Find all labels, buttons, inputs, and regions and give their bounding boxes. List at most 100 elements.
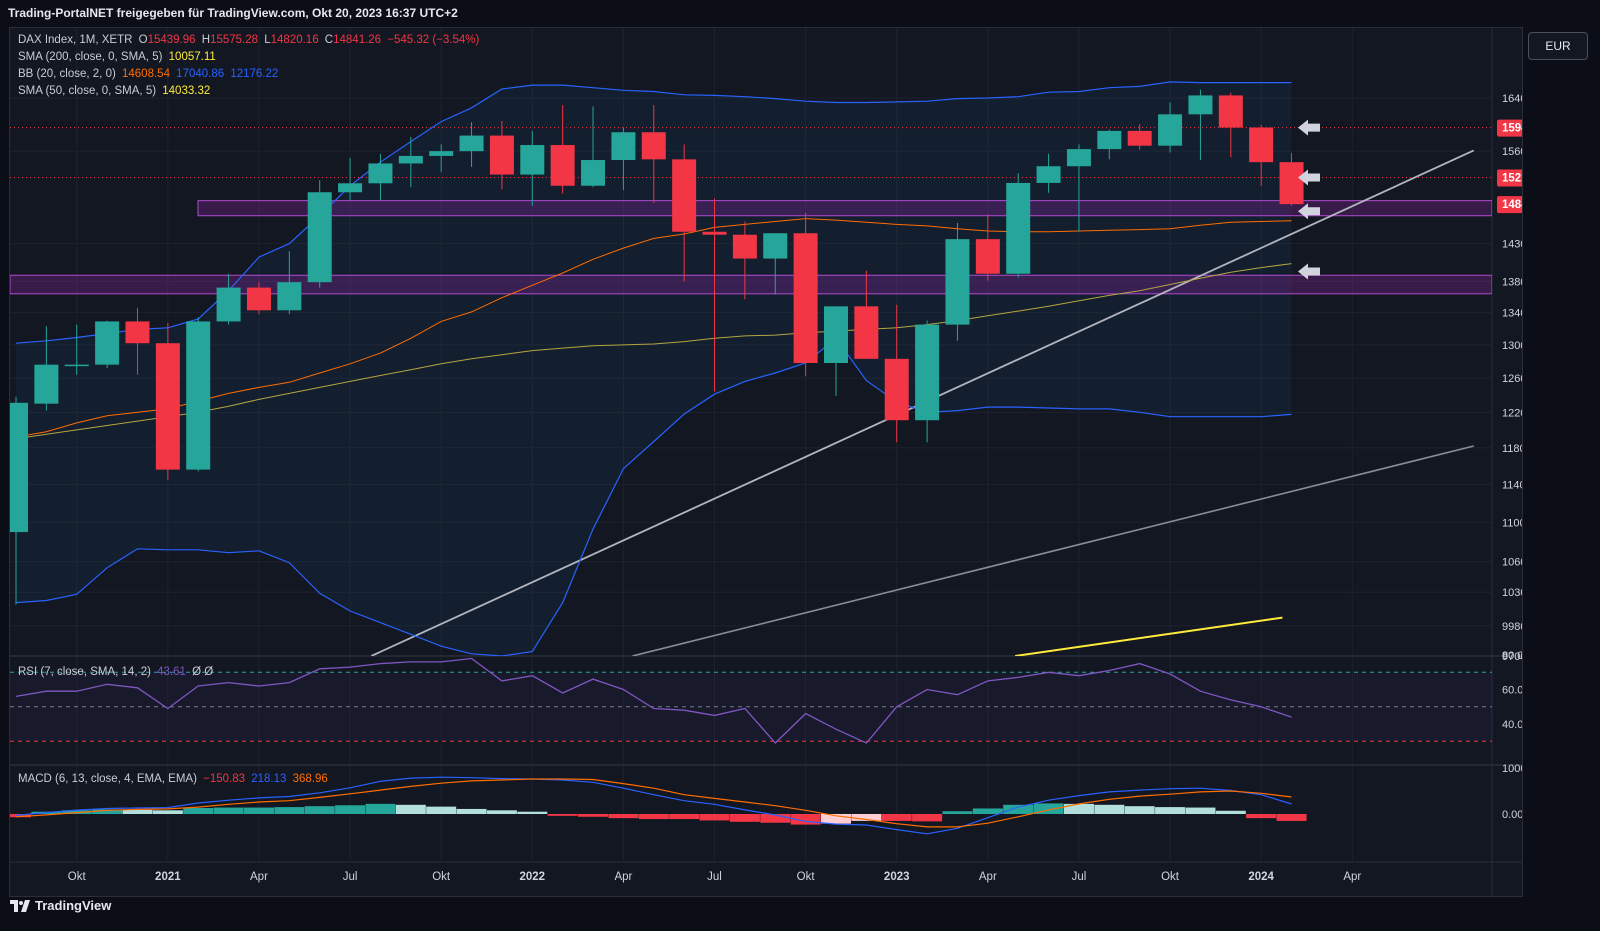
candle-body-7 — [216, 287, 241, 322]
time-tick-12: Jul — [1072, 871, 1087, 883]
candle-body-1 — [34, 364, 59, 404]
rsi-pane — [10, 657, 1492, 744]
macd-label: MACD (6, 13, close, 4, EMA, EMA) — [18, 773, 197, 785]
candle-body-31 — [945, 239, 970, 325]
macd-hist-bar-37 — [1124, 806, 1155, 814]
macd-line — [15, 776, 1292, 835]
trendline-3 — [1015, 616, 1283, 656]
ohlc-high: 15575.28 — [210, 34, 259, 46]
macd-hist-bar-29 — [881, 814, 912, 821]
candle-body-19 — [581, 160, 606, 186]
main-legend: DAX Index, 1M, XETR O15439.96 H15575.28 … — [18, 34, 482, 46]
macd-hist-bar-39 — [1185, 807, 1216, 814]
macd-hist-bar-30 — [912, 814, 943, 822]
sma200-legend: SMA (200, close, 0, SMA, 5) 10057.11 — [18, 51, 219, 63]
ohlc-high-label: H — [201, 34, 211, 46]
candle-body-11 — [338, 183, 363, 193]
support-zone-1 — [197, 200, 1492, 217]
ohlc-low: 14820.16 — [270, 34, 319, 46]
macd-hist-bar-19 — [578, 814, 609, 817]
macd-signal-line — [15, 778, 1292, 828]
footer-brand: TradingView — [35, 898, 112, 913]
candle-body-40 — [1218, 95, 1243, 128]
macd-hist-bar-33 — [1003, 804, 1034, 814]
macd-hist-bar-24 — [729, 814, 760, 822]
chart-frame: 16400.00 15600.00 14300.00 13800.00 13400.00… — [1, 27, 1557, 897]
candle-body-22 — [672, 159, 697, 232]
candle-body-34 — [1036, 166, 1061, 183]
candle-body-14 — [429, 151, 454, 156]
bb-basis-value: 14608.54 — [122, 68, 170, 80]
candle-body-35 — [1066, 149, 1091, 167]
macd-hist-bar-4 — [122, 809, 153, 814]
time-tick-13: Okt — [1161, 871, 1180, 883]
price-pane — [10, 81, 1492, 656]
price-tick-9: 11400.00 — [1502, 479, 1522, 491]
price-tick-6: 12600.00 — [1502, 373, 1522, 385]
sma50-label: SMA (50, close, 0, SMA, 5) — [18, 85, 157, 97]
ohlc-low-label: L — [264, 34, 271, 46]
sma50-legend: SMA (50, close, 0, SMA, 5) 14033.32 — [18, 85, 213, 97]
candle-body-25 — [763, 233, 788, 259]
tradingview-logo-icon — [10, 899, 30, 912]
rsi-tick-2: 40.00 — [1502, 719, 1522, 731]
price-tick-13: 9980.00 — [1502, 621, 1522, 633]
macd-hist-bar-23 — [699, 814, 730, 821]
macd-hist-bar-40 — [1215, 810, 1246, 814]
macd-hist-bar-16 — [486, 810, 517, 814]
ohlc-open: 15439.96 — [147, 34, 196, 46]
macd-hist-bar-18 — [547, 814, 578, 816]
macd-hist-bar-27 — [820, 814, 851, 824]
price-tick-4: 13400.00 — [1502, 308, 1522, 320]
time-tick-10: 2023 — [884, 871, 910, 883]
level-arrow-1 — [1298, 119, 1320, 136]
price-tick-2: 14300.00 — [1502, 239, 1522, 251]
price-label-3: 14841.26 — [1502, 199, 1522, 211]
candle-body-17 — [520, 145, 545, 175]
macd-hist-bar-25 — [760, 814, 791, 823]
candle-body-15 — [459, 135, 484, 152]
rsi-extra: Ø Ø — [192, 666, 214, 678]
price-tick-0: 16400.00 — [1502, 93, 1522, 105]
price-chart[interactable]: 16400.00 15600.00 14300.00 13800.00 13400.00… — [1, 28, 1557, 896]
trendline-2 — [632, 445, 1474, 656]
candle-body-37 — [1127, 130, 1152, 146]
sma200-value: 10057.11 — [168, 51, 216, 63]
price-tick-8: 11800.00 — [1502, 443, 1522, 455]
ohlc-close: 14841.26 — [333, 34, 382, 46]
price-label-1: 15948.69 — [1502, 123, 1522, 135]
price-tick-10: 11000.00 — [1502, 517, 1522, 529]
sma200-label: SMA (200, close, 0, SMA, 5) — [18, 51, 163, 63]
macd-hist-bar-10 — [304, 806, 335, 814]
tradingview-logo[interactable]: TradingView — [10, 898, 111, 913]
time-tick-7: Apr — [614, 871, 632, 883]
macd-tick-1: 0.00 — [1502, 809, 1522, 821]
macd-hist-bar-28 — [851, 814, 882, 821]
macd-hist-bar-22 — [669, 814, 700, 820]
time-tick-9: Okt — [797, 871, 816, 883]
level-arrow-4 — [1298, 263, 1320, 280]
candle-body-9 — [277, 282, 302, 311]
macd-hist-bar-36 — [1094, 804, 1125, 814]
macd-hist-bar-20 — [608, 814, 639, 819]
macd-hist-bar-0 — [1, 814, 31, 818]
sma50-line — [15, 263, 1292, 440]
rsi-label: RSI (7, close, SMA, 14, 2) — [18, 666, 151, 678]
macd-hist-bar-8 — [243, 807, 274, 814]
rsi-tick-1: 60.00 — [1502, 685, 1522, 697]
macd-hist-bar-34 — [1033, 803, 1064, 814]
candle-body-42 — [1279, 162, 1304, 205]
symbol-label: DAX Index, 1M, XETR — [18, 34, 133, 46]
macd-hist-bar-6 — [183, 808, 214, 814]
bb-lower-line — [15, 337, 1292, 656]
candle-body-6 — [186, 321, 211, 470]
currency-button[interactable]: EUR — [1528, 32, 1588, 60]
candle-body-12 — [368, 163, 393, 184]
candle-body-26 — [793, 233, 818, 363]
price-tick-12: 10300.00 — [1502, 587, 1522, 599]
time-tick-8: Jul — [707, 871, 722, 883]
macd-hist-bar-9 — [274, 807, 305, 814]
candle-body-13 — [398, 155, 423, 164]
macd-hist-bar-15 — [456, 808, 487, 814]
macd-hist-bar-26 — [790, 814, 821, 825]
